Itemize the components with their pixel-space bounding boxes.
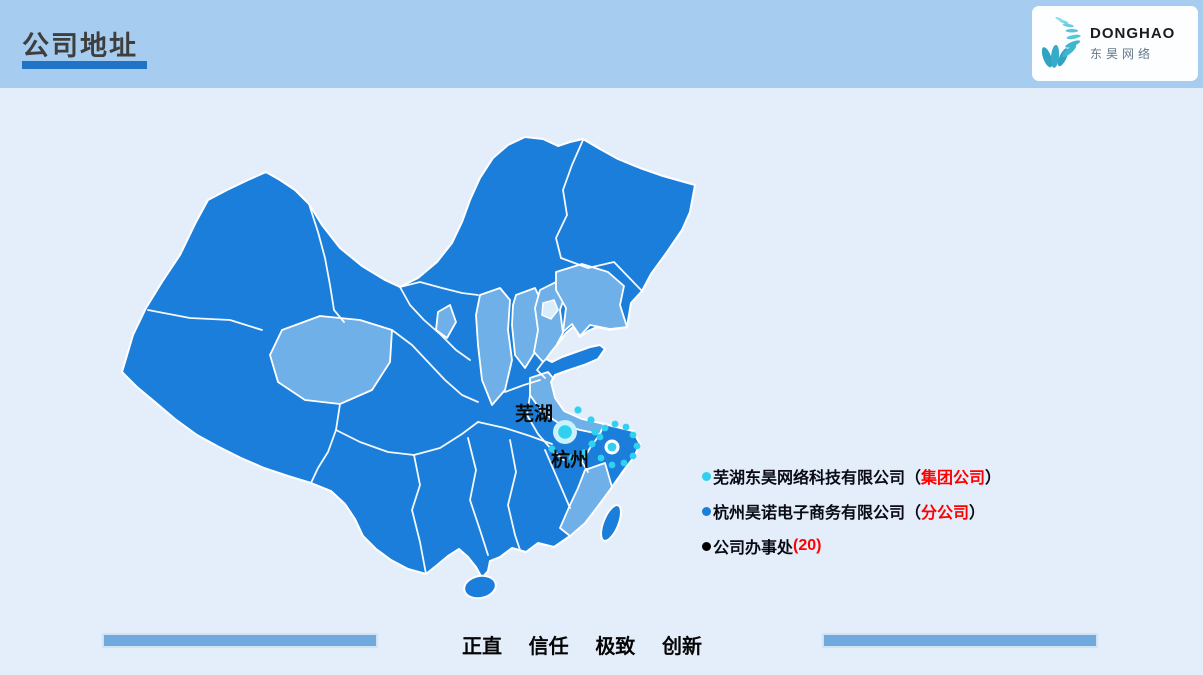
header-band: 公司地址 DONGHAO 东昊网络	[0, 0, 1203, 88]
wuhu-marker	[553, 420, 577, 444]
legend-dot-black	[702, 541, 711, 551]
logo-text: DONGHAO 东昊网络	[1090, 25, 1175, 62]
motto-word: 创新	[661, 636, 702, 658]
legend-label: 芜湖东昊网络科技有限公司	[713, 470, 906, 487]
province-fujian	[559, 462, 613, 537]
province-beijing	[541, 299, 559, 320]
office-dots	[548, 406, 641, 469]
province-ningxia	[435, 304, 457, 339]
city-label-hangzhou: 杭州	[551, 448, 589, 471]
legend-item-offices: 公司办事处 (20)	[702, 535, 1001, 557]
hainan-island	[463, 574, 497, 600]
footer-bar-left	[102, 633, 378, 648]
office-dot	[580, 449, 588, 457]
company-motto: 正直 信任 极致 创新	[462, 630, 702, 659]
province-liaoning	[555, 263, 628, 337]
legend: 芜湖东昊网络科技有限公司（集团公司） 杭州昊诺电子商务有限公司（分公司） 公司办…	[702, 465, 1001, 570]
office-dot	[622, 423, 630, 431]
legend-highlight: 分公司	[921, 505, 970, 522]
office-dot	[601, 424, 609, 432]
office-dot	[574, 406, 582, 414]
office-dot	[608, 461, 616, 469]
legend-label: 公司办事处	[713, 540, 794, 557]
page-title: 公司地址	[22, 31, 138, 61]
motto-word: 信任	[528, 636, 569, 658]
logo-subtitle: 东昊网络	[1090, 47, 1155, 61]
office-dot	[620, 459, 628, 467]
office-dot	[591, 428, 599, 436]
office-dot	[596, 433, 604, 441]
motto-word: 极致	[595, 636, 636, 658]
province-borders	[147, 139, 643, 575]
legend-dot-blue	[702, 506, 711, 516]
office-dot	[597, 454, 605, 462]
office-dot	[611, 420, 619, 428]
office-dot	[633, 442, 641, 450]
company-logo: DONGHAO 东昊网络	[1032, 6, 1198, 81]
legend-highlight: 集团公司	[921, 470, 986, 487]
title-underline	[22, 61, 147, 69]
legend-dot-cyan	[702, 471, 711, 481]
office-dot	[629, 452, 637, 460]
motto-word: 正直	[462, 636, 502, 658]
office-dot	[568, 454, 576, 462]
province-shaanxi	[475, 287, 513, 406]
footer-bar-right	[822, 633, 1098, 648]
province-qinghai	[269, 315, 393, 405]
legend-highlight: (20)	[793, 537, 822, 554]
legend-item-branch-company: 杭州昊诺电子商务有限公司（分公司）	[702, 500, 1001, 522]
office-dot	[548, 445, 556, 453]
office-dot	[629, 431, 637, 439]
logo-brand-name: DONGHAO	[1090, 25, 1176, 42]
feather-fan-icon	[1041, 16, 1081, 68]
legend-item-group-company: 芜湖东昊网络科技有限公司（集团公司）	[702, 465, 1001, 487]
legend-label: 杭州昊诺电子商务有限公司	[713, 505, 906, 522]
taiwan-island	[600, 504, 622, 542]
city-label-wuhu: 芜湖	[515, 402, 553, 425]
hangzhou-marker	[604, 439, 620, 455]
office-dot	[587, 416, 595, 424]
office-dot	[588, 440, 596, 448]
